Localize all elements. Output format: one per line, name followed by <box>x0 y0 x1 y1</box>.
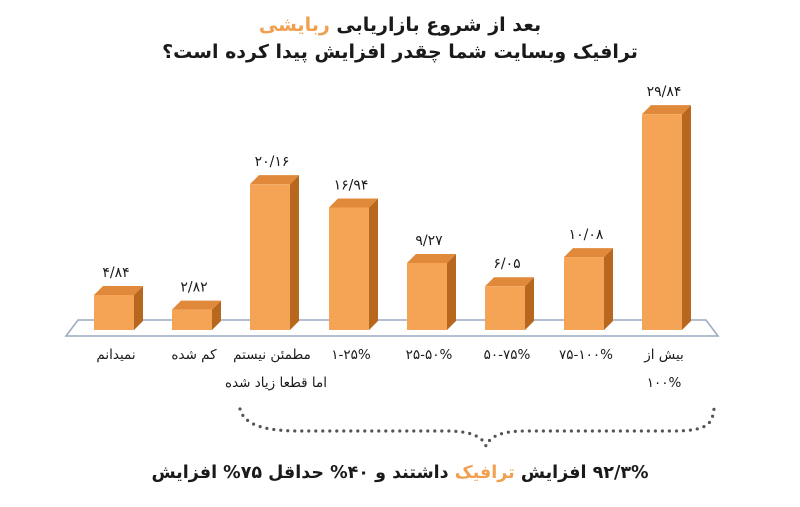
bar <box>407 262 447 330</box>
bar <box>564 257 604 330</box>
bar-top <box>564 248 613 258</box>
bar <box>329 207 369 330</box>
category-label: مطمئن نیستم <box>233 347 311 363</box>
bar-top <box>329 198 378 208</box>
bar-top <box>94 285 143 295</box>
category-label: ۵۰-۷۵% <box>484 347 531 363</box>
bar-side <box>134 285 143 330</box>
bar-value-label: ۲۹/۸۴ <box>647 84 682 100</box>
bar <box>642 114 682 330</box>
title-prefix: بعد از شروع بازاریابی <box>336 14 542 36</box>
bar-top <box>172 300 221 310</box>
bar-value-label: ۹/۲۷ <box>415 233 443 249</box>
bar-top <box>642 105 691 115</box>
category-label: ۷۵-۱۰۰% <box>559 347 613 363</box>
category-label: اما قطعا زیاد شده <box>225 375 327 391</box>
bar-value-label: ۶/۰۵ <box>493 256 520 272</box>
summary-suffix: داشتند و ۴۰% حداقل ۷۵% افزایش <box>151 463 449 483</box>
bar-value-label: ۲/۸۲ <box>180 280 207 296</box>
chart-title-line1: بعد از شروع بازاریابی ربایشی <box>0 14 800 36</box>
bar <box>250 184 290 330</box>
summary-prefix: ۹۲/۳% افزایش <box>520 463 649 483</box>
category-label: ۱۰۰% <box>647 375 682 391</box>
dotted-brace <box>238 407 716 451</box>
category-label: کم شده <box>171 347 217 363</box>
bar-side <box>212 300 221 330</box>
category-label: ۱-۲۵% <box>331 347 371 363</box>
bar-value-label: ۱۰/۰۸ <box>569 227 604 243</box>
summary-accent-word: ترافیک <box>454 463 515 483</box>
bar-side <box>604 248 613 330</box>
bar-top <box>485 277 534 287</box>
category-label: نمیدانم <box>96 347 135 363</box>
bar-top <box>407 253 456 263</box>
bar-value-label: ۱۶/۹۴ <box>334 177 369 193</box>
chart-floor <box>64 319 720 337</box>
title-accent-word: ربایشی <box>258 14 330 36</box>
category-label: بیش از <box>643 347 684 363</box>
summary-caption: ۹۲/۳% افزایش ترافیک داشتند و ۴۰% حداقل ۷… <box>0 463 800 483</box>
bar-side <box>447 253 456 330</box>
bar-side <box>525 277 534 330</box>
bar <box>94 294 134 330</box>
bar <box>172 309 212 330</box>
bar-top <box>250 175 299 185</box>
chart-title-line2: ترافیک وبسایت شما چقدر افزایش پیدا کرده … <box>162 41 638 63</box>
bar-side <box>369 198 378 330</box>
bar <box>485 286 525 330</box>
category-label: ۲۵-۵۰% <box>406 347 453 363</box>
bar-value-label: ۲۰/۱۶ <box>255 154 290 170</box>
bar-value-label: ۴/۸۴ <box>102 265 129 281</box>
bar-side <box>682 105 691 330</box>
bar-side <box>290 175 299 330</box>
